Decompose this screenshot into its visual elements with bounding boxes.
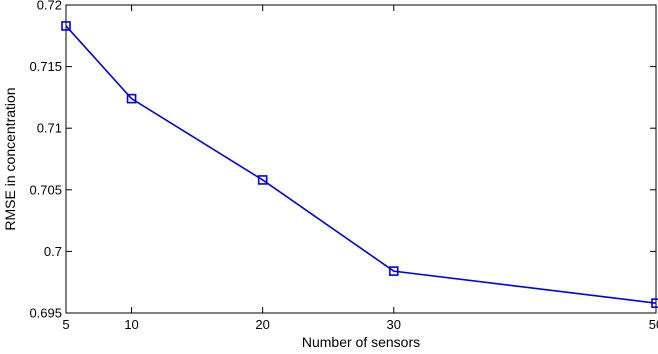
y-tick-label: 0.71 [37,121,62,136]
x-axis-label: Number of sensors [302,334,420,350]
y-tick-label: 0.72 [37,0,62,13]
x-tick-label: 10 [124,317,138,332]
series-layer [61,21,658,308]
data-point-marker [126,93,137,104]
x-tick-label: 50 [649,317,658,332]
data-point-marker [257,175,268,185]
y-tick-label: 0.705 [29,182,62,197]
y-tick-label: 0.7 [44,244,62,259]
y-tick-label: 0.695 [29,306,62,321]
data-point-marker [388,266,399,276]
x-tick-label: 30 [387,317,401,332]
data-point-marker [651,298,658,308]
x-tick-label: 5 [62,317,69,332]
y-axis: 0.695 0.7 0.705 0.71 0.715 0.72 [29,0,656,321]
plot-area [65,4,657,314]
x-tick-label: 20 [255,317,269,332]
series-line [65,25,657,304]
y-tick-label: 0.715 [29,59,62,74]
y-axis-label: RMSE in concentration [2,87,18,230]
data-point-marker [61,21,71,31]
x-axis: 5 10 20 30 50 [62,5,658,332]
